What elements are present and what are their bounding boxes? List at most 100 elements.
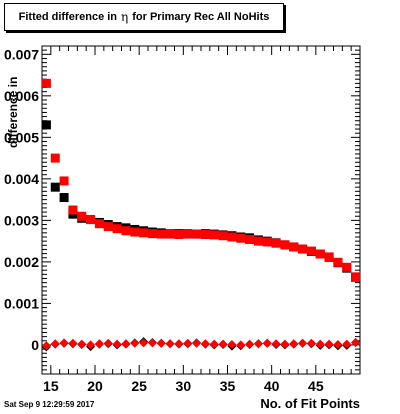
data-point xyxy=(103,222,113,232)
data-point xyxy=(68,205,78,215)
data-point xyxy=(289,339,299,349)
data-point xyxy=(59,338,69,348)
data-point xyxy=(236,340,246,350)
data-point xyxy=(262,237,272,247)
y-tick-label: 0.004 xyxy=(4,171,39,187)
data-point xyxy=(139,228,149,238)
data-point xyxy=(227,340,237,350)
data-point xyxy=(324,339,334,349)
chart-title: Fitted difference in η for Primary Rec A… xyxy=(4,3,284,31)
data-point xyxy=(315,249,325,259)
title-suffix: for Primary Rec All NoHits xyxy=(132,11,270,23)
x-tick-label: 40 xyxy=(264,378,280,394)
y-tick-label: 0.007 xyxy=(4,46,39,62)
data-point xyxy=(333,340,343,350)
data-point xyxy=(280,240,290,250)
x-tick-label: 25 xyxy=(131,378,147,394)
data-point xyxy=(262,338,272,348)
data-point xyxy=(253,339,263,349)
data-point xyxy=(183,338,193,348)
data-point xyxy=(183,229,193,239)
data-point xyxy=(41,120,51,130)
y-axis-label: difference in xyxy=(6,76,20,148)
data-point xyxy=(342,262,352,272)
data-point xyxy=(86,340,96,350)
data-point xyxy=(77,211,87,221)
data-point xyxy=(112,339,122,349)
series-1 xyxy=(41,78,361,282)
data-point xyxy=(315,339,325,349)
data-point xyxy=(130,227,140,237)
x-tick-label: 35 xyxy=(220,378,236,394)
data-point xyxy=(130,338,140,348)
x-tick-label: 20 xyxy=(87,378,103,394)
data-point xyxy=(227,232,237,242)
y-tick-label: 0 xyxy=(31,337,39,353)
data-point xyxy=(68,338,78,348)
data-point xyxy=(165,339,175,349)
data-point xyxy=(200,339,210,349)
data-point xyxy=(174,229,184,239)
data-point xyxy=(121,339,131,349)
timestamp: Sat Sep 9 12:29:59 2017 xyxy=(4,400,95,409)
data-point xyxy=(306,246,316,256)
data-point xyxy=(245,234,255,244)
data-point xyxy=(50,182,60,192)
data-point xyxy=(218,231,228,241)
y-tick-label: 0.006 xyxy=(4,88,39,104)
data-point xyxy=(351,337,361,347)
data-point xyxy=(147,338,157,348)
series-3 xyxy=(41,337,361,351)
data-point xyxy=(77,339,87,349)
data-point xyxy=(218,339,228,349)
data-point xyxy=(156,229,166,239)
y-tick-label: 0.001 xyxy=(4,295,39,311)
data-marks xyxy=(41,78,361,352)
data-point xyxy=(271,238,281,248)
data-point xyxy=(298,244,308,254)
data-point xyxy=(333,257,343,267)
y-tick-label: 0.003 xyxy=(4,212,39,228)
data-point xyxy=(94,339,104,349)
title-symbol: η xyxy=(121,10,129,24)
data-point xyxy=(59,193,69,203)
plot-frame xyxy=(41,45,361,375)
x-axis-label: No. of Fit Points xyxy=(260,396,360,411)
data-point xyxy=(209,339,219,349)
data-point xyxy=(236,233,246,243)
data-point xyxy=(192,229,202,239)
data-point xyxy=(147,229,157,239)
x-tick-label: 15 xyxy=(43,378,59,394)
data-point xyxy=(86,215,96,225)
x-tick-label: 45 xyxy=(308,378,324,394)
data-point xyxy=(139,338,149,348)
data-point xyxy=(121,226,131,236)
data-point xyxy=(174,339,184,349)
data-point xyxy=(289,242,299,252)
data-point xyxy=(103,338,113,348)
data-point xyxy=(94,219,104,229)
x-tick-label: 30 xyxy=(176,378,192,394)
data-point xyxy=(156,338,166,348)
y-tick-label: 0.005 xyxy=(4,129,39,145)
data-point xyxy=(253,236,263,246)
data-point xyxy=(280,339,290,349)
data-point xyxy=(41,78,51,88)
data-point xyxy=(342,339,352,349)
data-point xyxy=(200,229,210,239)
data-point xyxy=(324,252,334,262)
data-point xyxy=(50,339,60,349)
title-prefix: Fitted difference in xyxy=(18,11,118,23)
data-point xyxy=(209,230,219,240)
data-point xyxy=(165,229,175,239)
data-point xyxy=(112,224,122,234)
data-point xyxy=(298,338,308,348)
y-tick-label: 0.002 xyxy=(4,254,39,270)
data-point xyxy=(192,338,202,348)
axis-ticks: 15 20 25 30 35 40 45 0 0.001 0.002 0.003 0.004 0.005… xyxy=(4,46,361,394)
data-point xyxy=(59,176,69,186)
data-point xyxy=(41,341,51,351)
data-point xyxy=(351,272,361,282)
data-point xyxy=(50,153,60,163)
